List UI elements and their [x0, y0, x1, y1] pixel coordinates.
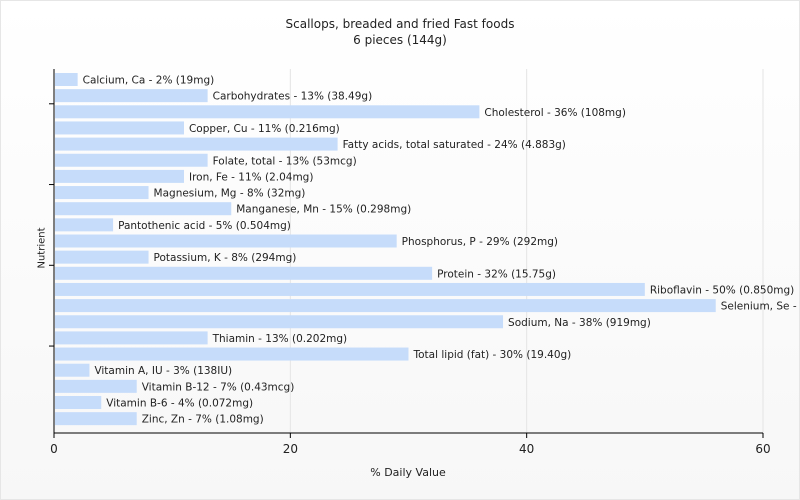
bar-data-label: Zinc, Zn - 7% (1.08mg)	[142, 414, 264, 426]
bar	[55, 412, 137, 426]
bar-data-label: Copper, Cu - 11% (0.216mg)	[189, 123, 340, 135]
bar-data-label: Potassium, K - 8% (294mg)	[154, 252, 297, 264]
bar	[55, 250, 149, 264]
bar-data-label: Selenium, Se - 56% (38.9mcg)	[721, 301, 800, 313]
bar	[55, 299, 716, 313]
bar-data-label: Calcium, Ca - 2% (19mg)	[83, 75, 215, 87]
bar-data-label: Vitamin B-6 - 4% (0.072mg)	[106, 398, 253, 410]
bar	[55, 218, 114, 232]
y-axis-label: Nutrient	[36, 227, 48, 269]
bar	[55, 89, 208, 103]
bar-data-label: Iron, Fe - 11% (2.04mg)	[189, 171, 313, 183]
bar	[55, 331, 208, 345]
bar-data-label: Fatty acids, total saturated - 24% (4.88…	[343, 139, 566, 151]
bar-data-label: Phosphorus, P - 29% (292mg)	[402, 236, 558, 248]
bar-data-label: Vitamin B-12 - 7% (0.43mcg)	[142, 381, 295, 393]
bar-data-label: Riboflavin - 50% (0.850mg)	[650, 284, 794, 296]
bar-data-label: Thiamin - 13% (0.202mg)	[212, 333, 348, 345]
bars: Calcium, Ca - 2% (19mg) Carbohydrates - 1…	[55, 73, 800, 426]
bar-data-label: Folate, total - 13% (53mcg)	[213, 155, 357, 167]
bar	[55, 105, 480, 119]
bar	[55, 282, 645, 296]
x-tick-label: 60	[755, 442, 770, 456]
x-axis-label: % Daily Value	[370, 466, 446, 479]
bar	[55, 202, 232, 216]
x-tick-label: 20	[283, 442, 298, 456]
bar	[55, 315, 504, 329]
bar	[55, 169, 184, 183]
bar	[55, 347, 409, 361]
x-tick-label: 0	[50, 442, 58, 456]
bar-data-label: Cholesterol - 36% (108mg)	[484, 107, 626, 119]
bar	[55, 396, 102, 409]
bar-data-label: Magnesium, Mg - 8% (32mg)	[154, 188, 306, 200]
x-tick-label: 40	[519, 442, 534, 456]
bar-data-label: Pantothenic acid - 5% (0.504mg)	[118, 220, 291, 232]
bar	[55, 363, 90, 377]
bar-data-label: Protein - 32% (15.75g)	[437, 268, 556, 280]
chart-title: Scallops, breaded and fried Fast foods	[285, 17, 515, 31]
bar	[55, 121, 184, 135]
bar-data-label: Total lipid (fat) - 30% (19.40g)	[413, 349, 572, 361]
bar-data-label: Carbohydrates - 13% (38.49g)	[213, 91, 373, 103]
bar	[55, 234, 397, 248]
bar	[55, 266, 433, 280]
bar-data-label: Sodium, Na - 38% (919mg)	[508, 317, 651, 329]
bar-data-label: Vitamin A, IU - 3% (138IU)	[94, 365, 232, 377]
bar	[55, 379, 137, 393]
chart-subtitle: 6 pieces (144g)	[353, 33, 447, 47]
bar	[55, 186, 149, 200]
bar	[55, 153, 208, 167]
axes: 0 20 40 60	[49, 69, 771, 456]
grid-lines	[289, 69, 764, 433]
bar-data-label: Manganese, Mn - 15% (0.298mg)	[236, 204, 411, 216]
bar	[55, 73, 78, 86]
bar	[55, 137, 338, 151]
